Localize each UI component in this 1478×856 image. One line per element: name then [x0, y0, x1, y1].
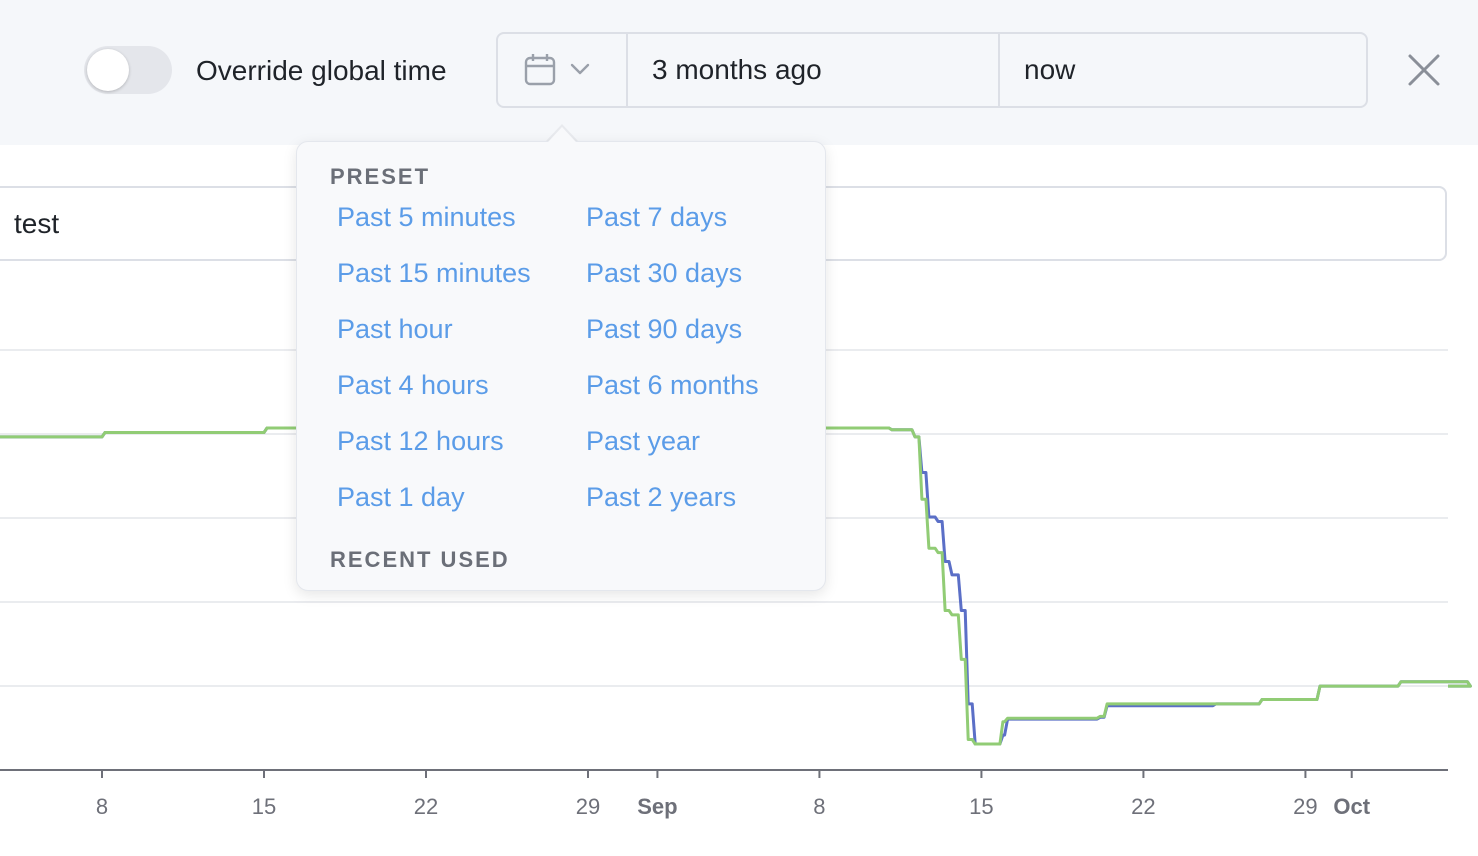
toggle-knob	[87, 49, 129, 91]
recent-used-title: RECENT USED	[330, 547, 510, 572]
x-tick-label: 22	[414, 794, 438, 819]
query-text: test	[14, 208, 60, 239]
x-tick-label: Oct	[1333, 794, 1370, 819]
override-label: Override global time	[196, 55, 447, 86]
preset-option[interactable]: Past 2 years	[586, 482, 737, 512]
x-tick-label: 29	[576, 794, 600, 819]
x-tick-label: 15	[969, 794, 993, 819]
override-toggle[interactable]	[84, 46, 172, 94]
preset-option[interactable]: Past 30 days	[586, 258, 743, 288]
preset-option[interactable]: Past 12 hours	[337, 426, 504, 456]
time-range-picker: 3 months ago now	[496, 32, 1368, 108]
x-tick-label: 8	[96, 794, 108, 819]
time-override-bar: Override global time 3 months ago now	[0, 0, 1478, 145]
popover-arrow-fill	[548, 127, 576, 142]
series-line-green	[0, 426, 1472, 746]
preset-option[interactable]: Past 7 days	[586, 202, 728, 232]
range-picker-button[interactable]	[498, 34, 628, 106]
x-tick-label: 22	[1131, 794, 1155, 819]
close-icon[interactable]	[1406, 52, 1442, 88]
x-tick-label: 15	[252, 794, 276, 819]
preset-option[interactable]: Past 6 months	[586, 370, 759, 400]
preset-option[interactable]: Past 15 minutes	[337, 258, 531, 288]
preset-option[interactable]: Past 1 day	[337, 482, 465, 512]
chevron-down-icon	[570, 63, 590, 75]
calendar-icon	[524, 54, 590, 86]
x-tick-label: Sep	[637, 794, 677, 819]
x-tick-label: 29	[1293, 794, 1317, 819]
preset-popover: PRESET Past 5 minutes Past 15 minutes Past…	[296, 141, 826, 591]
range-start-input[interactable]: 3 months ago	[628, 34, 1000, 106]
preset-option[interactable]: Past 90 days	[586, 314, 743, 344]
preset-option[interactable]: Past 5 minutes	[337, 202, 516, 232]
preset-option[interactable]: Past 4 hours	[337, 370, 489, 400]
preset-option[interactable]: Past year	[586, 426, 701, 456]
preset-option[interactable]: Past hour	[337, 314, 453, 344]
range-end-input[interactable]: now	[1024, 54, 1076, 85]
preset-title: PRESET	[330, 164, 431, 189]
x-tick-label: 8	[813, 794, 825, 819]
